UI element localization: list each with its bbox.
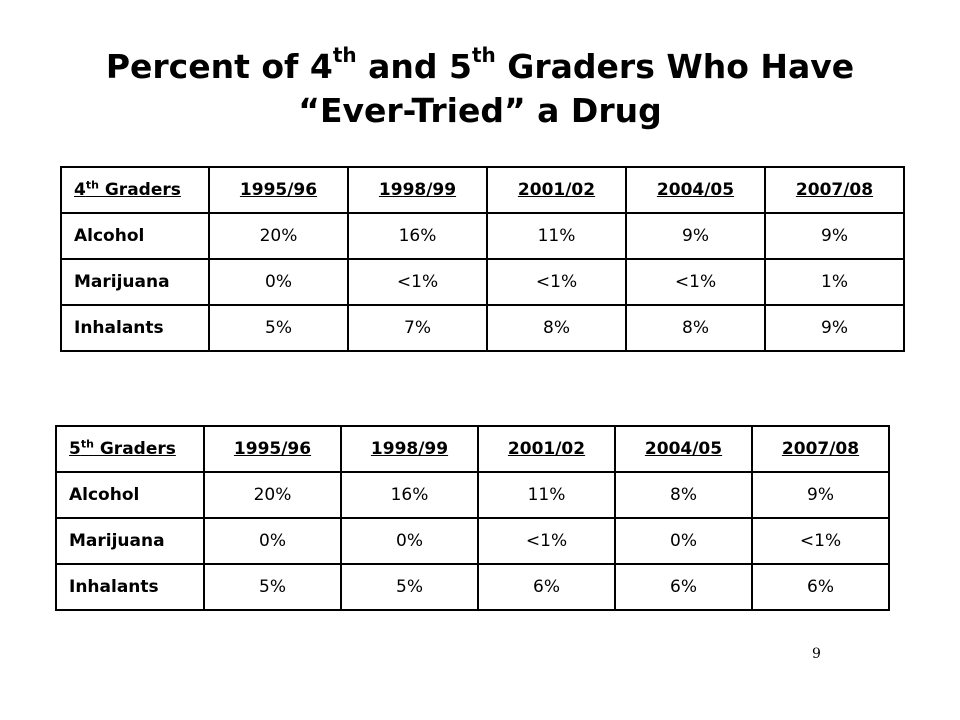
title-text-line2: “Ever-Tried” a Drug — [298, 91, 662, 130]
year-header: 1995/96 — [208, 166, 349, 214]
title-text-part3: Graders Who Have — [495, 47, 855, 86]
grade-number: 4 — [74, 180, 86, 200]
table-row: Marijuana 0% 0% <1% 0% <1% — [55, 517, 890, 565]
row-label: Marijuana — [55, 517, 205, 565]
year-header: 1998/99 — [347, 166, 488, 214]
table-cell: <1% — [347, 258, 488, 306]
page-number: 9 — [812, 646, 821, 662]
grade-header-cell: 5th Graders — [55, 425, 205, 473]
table-cell: 5% — [203, 563, 342, 611]
table-cell: 20% — [203, 471, 342, 519]
table-header-row: 4th Graders 1995/96 1998/99 2001/02 2004… — [60, 166, 905, 214]
title-text-part2: and 5 — [356, 47, 472, 86]
table-cell: 9% — [751, 471, 890, 519]
fifth-graders-table: 5th Graders 1995/96 1998/99 2001/02 2004… — [55, 425, 890, 611]
table-cell: 20% — [208, 212, 349, 260]
year-header: 2007/08 — [764, 166, 905, 214]
title-text-part1: Percent of 4 — [105, 47, 333, 86]
table-row: Inhalants 5% 7% 8% 8% 9% — [60, 304, 905, 352]
table-cell: <1% — [486, 258, 627, 306]
table-cell: 16% — [347, 212, 488, 260]
title-superscript-1: th — [332, 43, 357, 67]
table-cell: 0% — [614, 517, 753, 565]
table-header-row: 5th Graders 1995/96 1998/99 2001/02 2004… — [55, 425, 890, 473]
table-cell: 1% — [764, 258, 905, 306]
table-cell: 0% — [208, 258, 349, 306]
table-cell: 5% — [208, 304, 349, 352]
table-cell: 9% — [764, 304, 905, 352]
table-cell: 9% — [625, 212, 766, 260]
table-cell: 8% — [486, 304, 627, 352]
table-cell: 6% — [614, 563, 753, 611]
year-header: 2004/05 — [614, 425, 753, 473]
slide-title: Percent of 4th and 5th Graders Who Have … — [0, 45, 960, 133]
title-superscript-2: th — [472, 43, 496, 67]
row-label: Alcohol — [55, 471, 205, 519]
year-header: 2001/02 — [477, 425, 616, 473]
fourth-graders-table: 4th Graders 1995/96 1998/99 2001/02 2004… — [60, 166, 905, 352]
table-row: Alcohol 20% 16% 11% 8% 9% — [55, 471, 890, 519]
row-label: Inhalants — [60, 304, 210, 352]
table-row: Inhalants 5% 5% 6% 6% 6% — [55, 563, 890, 611]
table-cell: 6% — [751, 563, 890, 611]
table-cell: 7% — [347, 304, 488, 352]
table-cell: 16% — [340, 471, 479, 519]
table-cell: 6% — [477, 563, 616, 611]
table-cell: 9% — [764, 212, 905, 260]
table-cell: <1% — [477, 517, 616, 565]
year-header: 2007/08 — [751, 425, 890, 473]
table-cell: 0% — [203, 517, 342, 565]
table-cell: 0% — [340, 517, 479, 565]
year-header: 2004/05 — [625, 166, 766, 214]
table-cell: <1% — [625, 258, 766, 306]
table-cell: 5% — [340, 563, 479, 611]
row-label: Alcohol — [60, 212, 210, 260]
row-label: Marijuana — [60, 258, 210, 306]
table-cell: <1% — [751, 517, 890, 565]
table-cell: 8% — [625, 304, 766, 352]
table-cell: 11% — [486, 212, 627, 260]
table-row: Alcohol 20% 16% 11% 9% 9% — [60, 212, 905, 260]
grade-superscript: th — [85, 178, 99, 192]
table-cell: 11% — [477, 471, 616, 519]
year-header: 2001/02 — [486, 166, 627, 214]
grade-word: Graders — [93, 439, 176, 459]
grade-word: Graders — [98, 180, 181, 200]
grade-superscript: th — [80, 437, 94, 451]
year-header: 1998/99 — [340, 425, 479, 473]
table-row: Marijuana 0% <1% <1% <1% 1% — [60, 258, 905, 306]
row-label: Inhalants — [55, 563, 205, 611]
grade-header-cell: 4th Graders — [60, 166, 210, 214]
table-cell: 8% — [614, 471, 753, 519]
grade-number: 5 — [69, 439, 81, 459]
year-header: 1995/96 — [203, 425, 342, 473]
